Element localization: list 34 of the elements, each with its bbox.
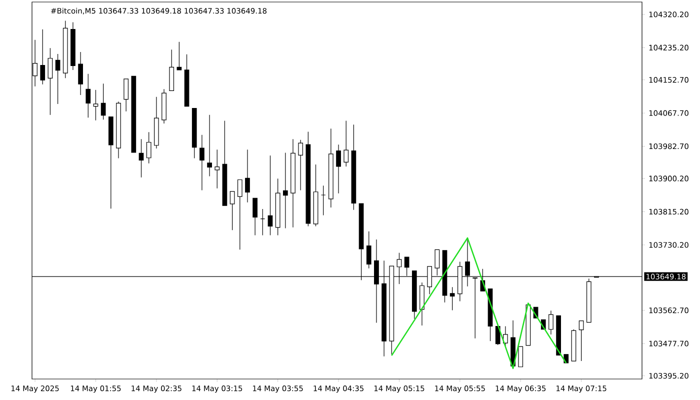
candlestick bbox=[336, 144, 341, 194]
candlestick bbox=[124, 78, 129, 112]
candlestick bbox=[78, 52, 83, 96]
candlestick bbox=[245, 149, 250, 203]
candlestick bbox=[230, 191, 235, 230]
candlestick bbox=[320, 185, 326, 216]
candlestick bbox=[420, 282, 424, 326]
candlestick bbox=[518, 346, 524, 368]
candlestick bbox=[176, 42, 182, 70]
candlestick bbox=[200, 134, 204, 191]
candlestick bbox=[282, 152, 288, 228]
candlestick bbox=[207, 114, 212, 177]
candlestick bbox=[495, 326, 500, 346]
candlestick bbox=[578, 320, 584, 362]
candlestick bbox=[146, 132, 152, 164]
candlestick bbox=[237, 179, 242, 250]
candlestick bbox=[138, 138, 144, 178]
candlestick bbox=[40, 29, 46, 85]
candlestick bbox=[298, 140, 304, 191]
candlestick bbox=[548, 310, 554, 335]
candlestick bbox=[268, 155, 273, 236]
candlestick bbox=[366, 231, 372, 269]
candlestick bbox=[344, 120, 349, 167]
candlestick bbox=[100, 83, 106, 120]
line-series bbox=[390, 237, 567, 370]
candlestick bbox=[503, 326, 508, 346]
candlestick bbox=[48, 48, 53, 116]
candlestick bbox=[93, 90, 98, 121]
candlestick bbox=[450, 286, 455, 311]
candlestick bbox=[55, 54, 60, 104]
candlestick bbox=[252, 198, 258, 236]
candlestick bbox=[169, 49, 174, 91]
candlestick bbox=[214, 149, 220, 189]
candlestick bbox=[86, 74, 91, 118]
